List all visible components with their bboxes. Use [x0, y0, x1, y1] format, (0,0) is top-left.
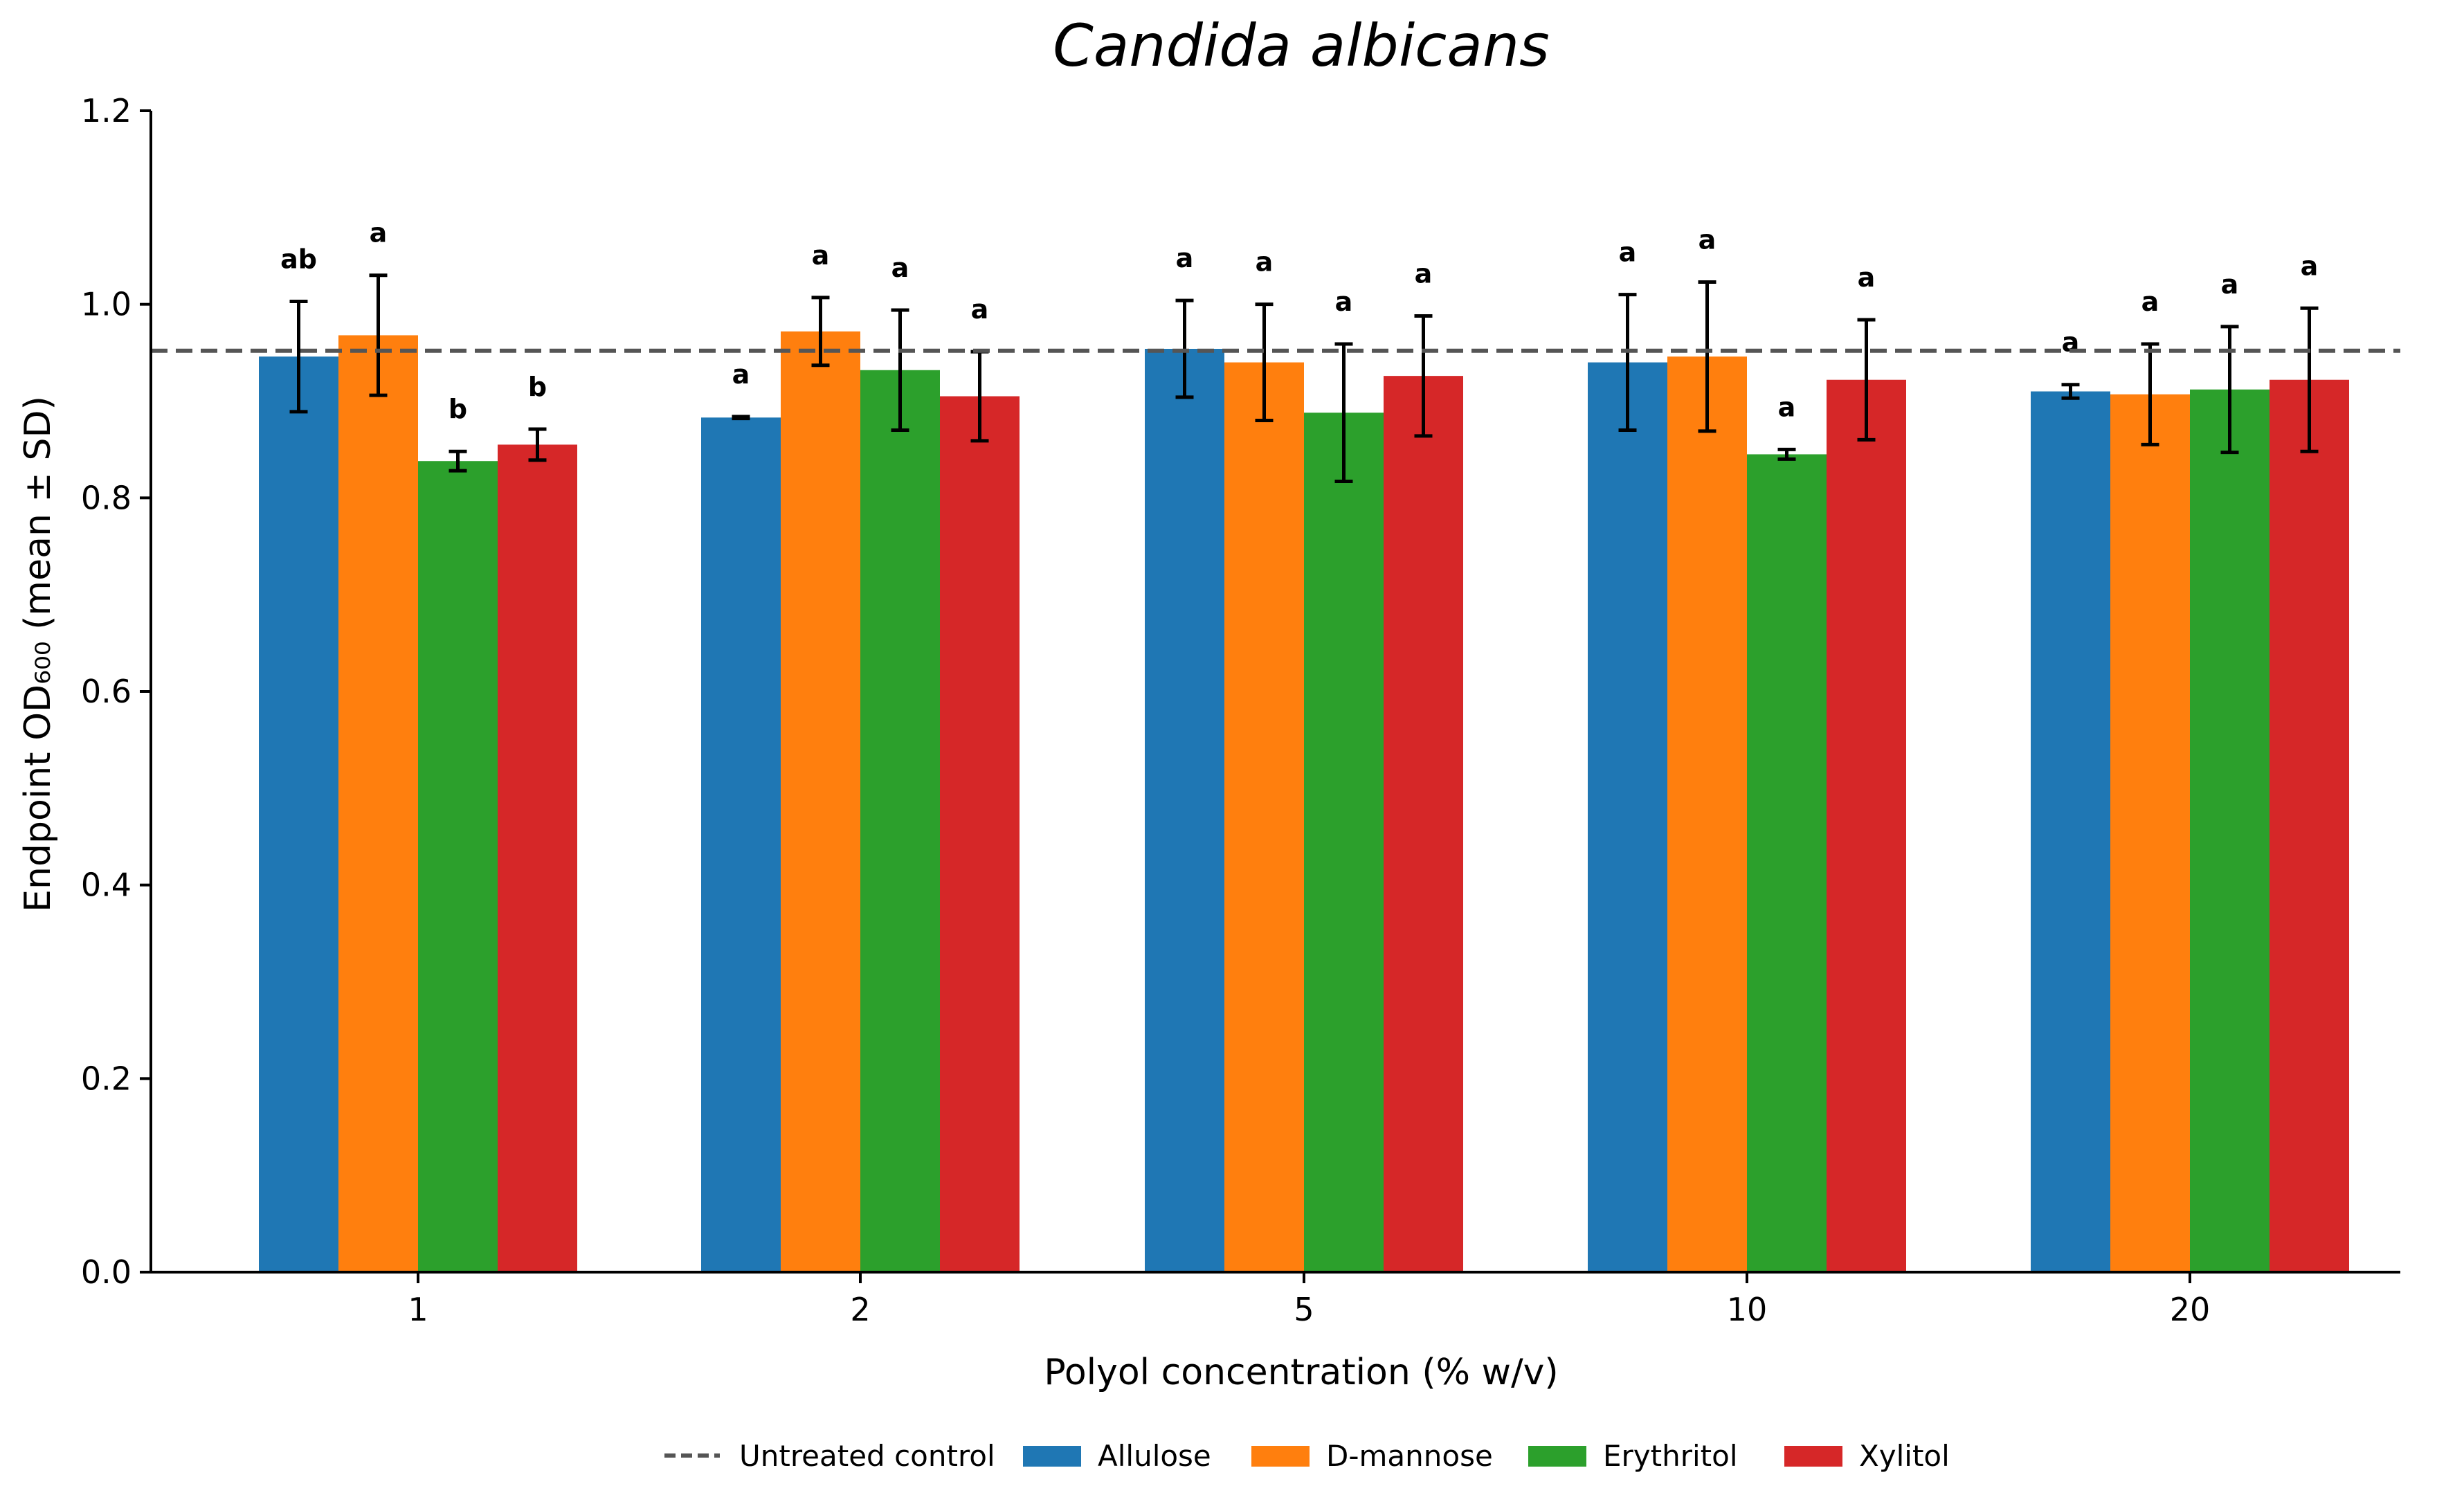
- legend-label-d-mannose: D-mannose: [1326, 1439, 1493, 1473]
- x-tick-label: 5: [1294, 1291, 1314, 1328]
- legend-swatch-d-mannose: [1251, 1446, 1310, 1467]
- error-bar-allulose-2: [732, 415, 750, 421]
- significance-label: a: [2301, 251, 2319, 281]
- bar-allulose-10: [1588, 362, 1667, 1272]
- significance-label: a: [1415, 258, 1433, 289]
- x-tick-label: 2: [850, 1291, 870, 1328]
- error-bar-d-mannose-2: [811, 296, 830, 368]
- error-bar-d-mannose-10: [1698, 280, 1716, 433]
- y-tick-label: 1.0: [81, 286, 132, 323]
- y-axis-label: Endpoint OD₆₀₀ (mean ± SD): [17, 396, 59, 912]
- significance-label: a: [1619, 237, 1637, 268]
- bar-xylitol-1: [498, 444, 577, 1272]
- error-bar-xylitol-5: [1414, 314, 1433, 438]
- x-axis-label: Polyol concentration (% w/v): [1044, 1352, 1558, 1393]
- significance-label: ab: [280, 244, 317, 274]
- significance-label: a: [2221, 269, 2239, 300]
- significance-label: a: [971, 294, 989, 325]
- significance-label: a: [732, 359, 750, 390]
- significance-label: a: [1176, 243, 1194, 273]
- x-tick-label: 1: [408, 1291, 428, 1328]
- y-tick-label: 0.0: [81, 1253, 132, 1291]
- significance-label: a: [1778, 392, 1796, 422]
- significance-label: a: [1335, 287, 1353, 317]
- x-tick-label: 20: [2170, 1291, 2211, 1328]
- error-bar-d-mannose-20: [2141, 342, 2159, 446]
- legend-label-allulose: Allulose: [1098, 1439, 1211, 1473]
- x-tick-label: 10: [1727, 1291, 1768, 1328]
- y-tick-label: 1.2: [81, 92, 132, 129]
- chart-title: Candida albicans: [1053, 12, 1550, 80]
- significance-label: b: [449, 394, 467, 424]
- bar-allulose-2: [701, 417, 781, 1272]
- error-bar-allulose-20: [2061, 383, 2080, 400]
- legend-swatch-allulose: [1023, 1446, 1081, 1467]
- bar-d-mannose-10: [1667, 356, 1747, 1272]
- bar-allulose-1: [259, 356, 338, 1272]
- bar-allulose-20: [2031, 391, 2110, 1273]
- bar-erythritol-5: [1304, 413, 1384, 1272]
- bar-d-mannose-20: [2110, 394, 2190, 1272]
- legend-label-erythritol: Erythritol: [1603, 1439, 1738, 1473]
- y-tick-label: 0.8: [81, 479, 132, 516]
- bar-erythritol-1: [418, 461, 498, 1272]
- y-tick-label: 0.4: [81, 867, 132, 904]
- significance-label: a: [1698, 225, 1716, 255]
- error-bar-erythritol-2: [891, 308, 909, 432]
- bar-erythritol-20: [2190, 389, 2270, 1272]
- error-bar-erythritol-10: [1777, 447, 1796, 461]
- significance-label: a: [2141, 287, 2159, 317]
- y-tick-label: 0.2: [81, 1060, 132, 1097]
- significance-label: b: [528, 372, 547, 402]
- bar-xylitol-2: [940, 396, 1020, 1273]
- legend-label-untreated-control: Untreated control: [739, 1439, 995, 1473]
- bar-xylitol-5: [1384, 376, 1463, 1272]
- error-bar-allulose-1: [289, 299, 308, 414]
- error-bar-d-mannose-1: [369, 273, 388, 397]
- error-bar-d-mannose-5: [1255, 302, 1274, 422]
- error-bar-erythritol-1: [449, 449, 467, 473]
- bar-allulose-5: [1145, 348, 1224, 1272]
- significance-label: a: [370, 218, 388, 248]
- error-bar-erythritol-20: [2220, 325, 2239, 455]
- bar-erythritol-2: [860, 370, 940, 1272]
- legend-swatch-erythritol: [1528, 1446, 1586, 1467]
- legend-swatch-xylitol: [1784, 1446, 1842, 1467]
- significance-label: a: [1858, 262, 1876, 293]
- bar-d-mannose-2: [781, 331, 860, 1272]
- y-tick-label: 0.6: [81, 673, 132, 710]
- bar-erythritol-10: [1747, 454, 1827, 1272]
- significance-label: a: [1256, 247, 1274, 278]
- error-bar-xylitol-20: [2300, 306, 2319, 453]
- significance-label: a: [2062, 327, 2080, 358]
- error-bar-erythritol-5: [1334, 342, 1353, 484]
- bar-d-mannose-5: [1224, 362, 1304, 1272]
- bar-xylitol-10: [1827, 379, 1906, 1272]
- error-bar-xylitol-1: [528, 427, 547, 462]
- significance-label: a: [891, 253, 909, 283]
- significance-label: a: [812, 240, 830, 271]
- bar-xylitol-20: [2270, 379, 2349, 1272]
- error-bar-xylitol-10: [1857, 318, 1876, 442]
- legend-label-xylitol: Xylitol: [1859, 1439, 1950, 1473]
- bar-d-mannose-1: [338, 335, 418, 1272]
- error-bar-allulose-10: [1618, 293, 1637, 432]
- legend: Untreated control Allulose D-mannose Erythr…: [664, 1439, 1950, 1473]
